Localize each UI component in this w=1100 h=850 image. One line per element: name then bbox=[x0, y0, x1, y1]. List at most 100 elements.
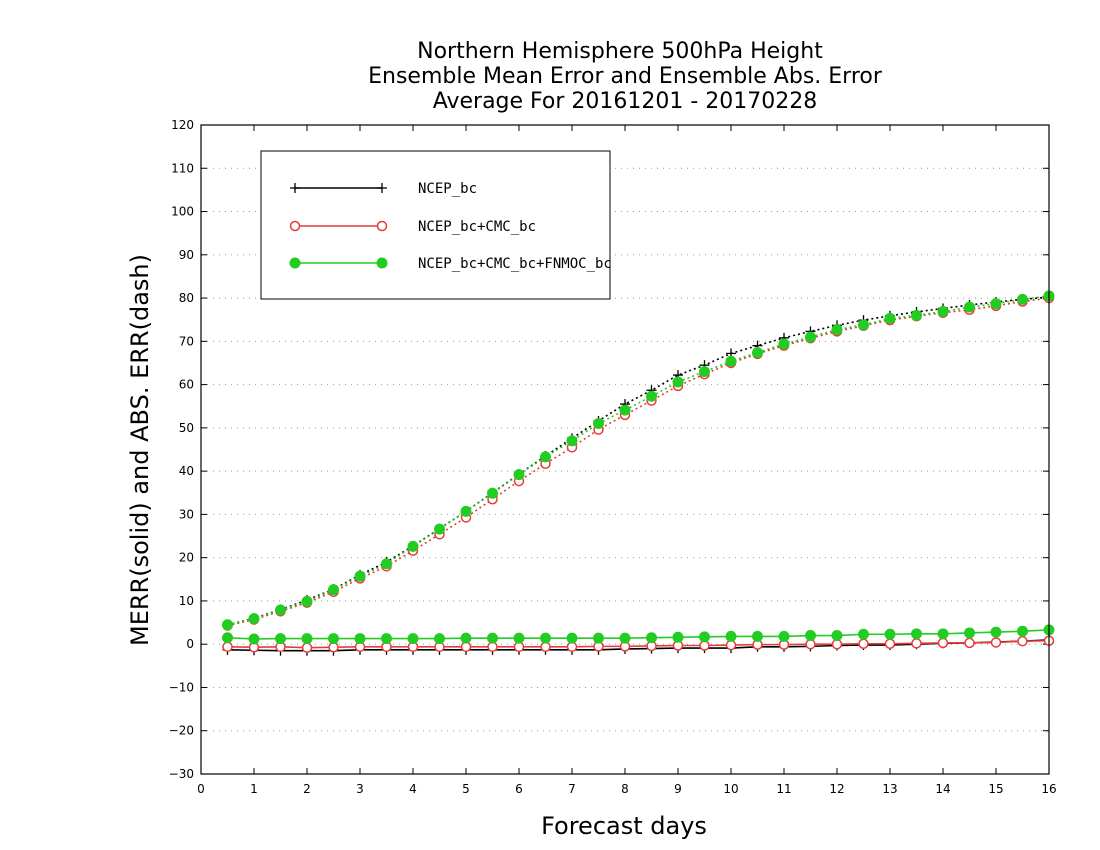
y-tick-label: 70 bbox=[179, 334, 194, 348]
filled-circle-marker bbox=[1017, 293, 1028, 305]
filled-circle-marker bbox=[911, 628, 922, 640]
filled-circle-marker bbox=[407, 540, 419, 552]
x-tick-label: 16 bbox=[1041, 782, 1056, 796]
legend-label: NCEP_bc bbox=[418, 181, 477, 197]
filled-circle-marker bbox=[566, 435, 578, 447]
filled-circle-marker bbox=[937, 305, 949, 317]
filled-circle-marker bbox=[434, 523, 445, 535]
open-circle-marker bbox=[566, 641, 578, 653]
y-tick-label: −20 bbox=[169, 724, 194, 738]
filled-circle-marker bbox=[328, 584, 339, 596]
filled-circle-marker bbox=[513, 632, 525, 644]
title-line-2: Ensemble Mean Error and Ensemble Abs. Er… bbox=[368, 64, 883, 89]
chart-title: Northern Hemisphere 500hPa Height Ensemb… bbox=[368, 39, 883, 114]
abs-err-line bbox=[227, 297, 1050, 627]
filled-circle-marker bbox=[407, 633, 419, 645]
filled-circle-marker bbox=[778, 630, 790, 642]
filled-circle-marker bbox=[937, 628, 949, 640]
abs-err-line bbox=[227, 296, 1050, 626]
filled-circle-marker bbox=[513, 469, 525, 481]
legend-label: NCEP_bc+CMC_bc bbox=[418, 219, 536, 235]
merr-line bbox=[227, 639, 1050, 652]
filled-circle-marker bbox=[593, 418, 604, 430]
filled-circle-marker bbox=[805, 630, 816, 642]
legend-item: NCEP_bc+CMC_bc+FNMOC_bc bbox=[289, 256, 612, 272]
title-line-1: Northern Hemisphere 500hPa Height bbox=[417, 39, 823, 64]
legend-box bbox=[260, 150, 611, 300]
x-axis-label: Forecast days bbox=[541, 812, 707, 840]
filled-circle-marker bbox=[778, 338, 790, 350]
filled-circle-marker bbox=[964, 301, 975, 313]
series-layer bbox=[222, 290, 1055, 656]
filled-circle-marker bbox=[911, 309, 922, 321]
x-tick-label: 1 bbox=[250, 782, 258, 796]
x-tick-label: 2 bbox=[303, 782, 311, 796]
y-tick-label: 120 bbox=[171, 118, 194, 132]
plus-marker bbox=[377, 183, 387, 193]
open-circle-marker bbox=[805, 638, 816, 650]
filled-circle-marker bbox=[990, 626, 1002, 638]
filled-circle-marker bbox=[619, 404, 631, 416]
plus-marker bbox=[290, 183, 300, 193]
x-tick-label: 10 bbox=[723, 782, 738, 796]
filled-circle-marker bbox=[646, 390, 657, 402]
legend-item: NCEP_bc+CMC_bc bbox=[289, 219, 536, 235]
filled-circle-marker bbox=[381, 633, 392, 645]
filled-circle-marker bbox=[964, 627, 975, 639]
filled-circle-marker bbox=[858, 319, 869, 331]
title-line-3: Average For 20161201 - 20170228 bbox=[433, 89, 818, 114]
open-circle-marker bbox=[301, 642, 313, 653]
legend: NCEP_bc NCEP_bc+CMC_bc NCEP_bc+CMC_bc+FNMO… bbox=[260, 150, 612, 300]
filled-circle-marker bbox=[646, 632, 657, 644]
x-tick-label: 0 bbox=[197, 782, 205, 796]
open-circle-marker bbox=[884, 638, 896, 650]
open-circle-marker bbox=[699, 640, 710, 651]
filled-circle-marker bbox=[354, 633, 366, 645]
x-tick-label: 13 bbox=[882, 782, 897, 796]
y-tick-label: 0 bbox=[186, 637, 194, 651]
merr-line bbox=[227, 629, 1050, 640]
filled-circle-marker bbox=[275, 633, 286, 645]
open-circle-marker bbox=[540, 641, 551, 653]
plot-frame bbox=[200, 124, 1050, 775]
x-tick-label: 12 bbox=[829, 782, 844, 796]
x-tick-label: 14 bbox=[935, 782, 950, 796]
y-tick-label: 80 bbox=[179, 291, 194, 305]
filled-circle-marker bbox=[434, 633, 445, 645]
filled-circle-marker bbox=[376, 257, 388, 269]
open-circle-marker bbox=[990, 637, 1002, 648]
x-tick-label: 9 bbox=[674, 782, 682, 796]
open-circle-marker bbox=[376, 220, 388, 232]
filled-circle-marker bbox=[752, 347, 763, 359]
y-tick-label: 110 bbox=[171, 161, 194, 175]
open-circle-marker bbox=[964, 637, 975, 649]
filled-circle-marker bbox=[725, 355, 737, 367]
filled-circle-marker bbox=[831, 324, 843, 336]
open-circle-marker bbox=[858, 638, 869, 650]
filled-circle-marker bbox=[884, 312, 896, 324]
series-1 bbox=[222, 292, 1054, 656]
y-tick-label: 40 bbox=[179, 464, 194, 478]
legend-label: NCEP_bc+CMC_bc+FNMOC_bc bbox=[418, 256, 612, 272]
y-tick-label: 20 bbox=[179, 551, 194, 565]
filled-circle-marker bbox=[540, 632, 551, 644]
open-circle-marker bbox=[289, 220, 301, 232]
y-tick-label: −10 bbox=[169, 680, 194, 694]
y-tick-label: 10 bbox=[179, 594, 194, 608]
x-axis-ticks: 0 1 2 3 4 5 6 7 8 9 10 11 12 13 14 15 16 bbox=[197, 125, 1057, 796]
filled-circle-marker bbox=[328, 633, 339, 645]
filled-circle-marker bbox=[672, 376, 684, 388]
open-circle-marker bbox=[222, 641, 233, 653]
legend-item: NCEP_bc bbox=[290, 181, 477, 197]
filled-circle-marker bbox=[540, 451, 551, 463]
x-tick-label: 3 bbox=[356, 782, 364, 796]
abs-err-line bbox=[227, 295, 1050, 626]
open-circle-marker bbox=[328, 641, 339, 653]
x-tick-label: 8 bbox=[621, 782, 629, 796]
filled-circle-marker bbox=[301, 595, 313, 607]
filled-circle-marker bbox=[487, 487, 498, 499]
x-tick-label: 4 bbox=[409, 782, 417, 796]
x-tick-label: 11 bbox=[776, 782, 791, 796]
open-circle-marker bbox=[937, 637, 949, 649]
